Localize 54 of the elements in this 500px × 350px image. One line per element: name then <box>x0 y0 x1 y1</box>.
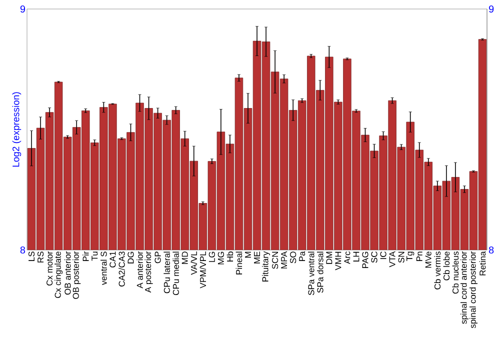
x-tick-label: SPa dorsal <box>317 252 324 293</box>
x-tick-label: Pituitary <box>262 251 270 282</box>
x-tick-label: SN <box>398 252 404 263</box>
x-tick-label: spinal cord posterior <box>469 251 478 328</box>
x-tick-label: Arc <box>344 251 350 264</box>
x-tick-label: Retina <box>479 251 486 276</box>
x-tick-label: DG <box>128 252 134 264</box>
x-tick-label: Tg <box>406 252 414 262</box>
x-tick-label: PAG <box>362 252 368 268</box>
x-tick-label: Tu <box>92 252 98 261</box>
x-tick-label: MPA <box>281 251 288 268</box>
x-tick-label: A anterior <box>136 251 143 288</box>
x-tick-label: LS <box>28 252 35 261</box>
x-tick-label: CPu medial <box>172 252 179 296</box>
x-tick-label: Cb vermis <box>434 252 441 290</box>
x-tick-label: OB anterior <box>64 251 71 295</box>
x-tick-label: Pir <box>82 251 89 261</box>
x-tick-label: Pn <box>416 252 422 261</box>
x-tick-label: GP <box>154 252 161 264</box>
x-tick-label: LH <box>353 252 360 262</box>
x-tick-label: VPM/VPL <box>200 251 206 288</box>
x-tick-label: CA1 <box>110 252 116 268</box>
x-tick-label: IC <box>380 252 386 259</box>
x-tick-label: Hb <box>226 252 234 262</box>
x-tick-label: SC <box>371 252 378 263</box>
x-tick-label: spinal cord anterior <box>460 251 468 324</box>
x-tick-label: MG <box>218 252 224 264</box>
y2-tick-label: 9 <box>489 5 494 13</box>
x-tick-label: SPa ventral <box>308 252 314 296</box>
x-tick-label: Cb nucleus <box>452 252 459 294</box>
x-tick-label: Pineal <box>236 252 242 274</box>
x-tick-label: SCN <box>272 252 278 269</box>
x-tick-label: VTA <box>389 251 396 268</box>
y2-tick-label: 8 <box>488 246 494 254</box>
x-tick-label: Pa <box>299 251 306 261</box>
x-tick-label: SO <box>290 252 296 264</box>
x-tick-label: LG <box>208 252 215 262</box>
x-tick-label: Cx motor <box>46 251 53 286</box>
x-tick-label: A posterior <box>144 251 153 293</box>
x-tick-label: MVe <box>425 252 432 268</box>
x-tick-label: M <box>245 252 251 258</box>
x-tick-label: RS <box>38 252 44 262</box>
x-tick-label: CA2/CA3 <box>118 252 125 286</box>
x-tick-label: DM <box>326 252 332 264</box>
x-tick-label: OB posterior <box>72 251 81 299</box>
x-tick-label: ME <box>254 252 260 264</box>
x-tick-label: Cx cingulate <box>54 252 63 298</box>
x-tick-label: CPu lateral <box>164 252 170 294</box>
x-tick-label: MD <box>182 252 188 264</box>
x-tick-label: VMH <box>335 252 342 270</box>
x-tick-label: Cb lobe <box>443 252 450 280</box>
y-axis-title: Log2 (expression) <box>12 92 22 167</box>
x-tick-label: VA/VL <box>190 251 198 275</box>
x-tick-label: ventral S <box>100 252 107 285</box>
